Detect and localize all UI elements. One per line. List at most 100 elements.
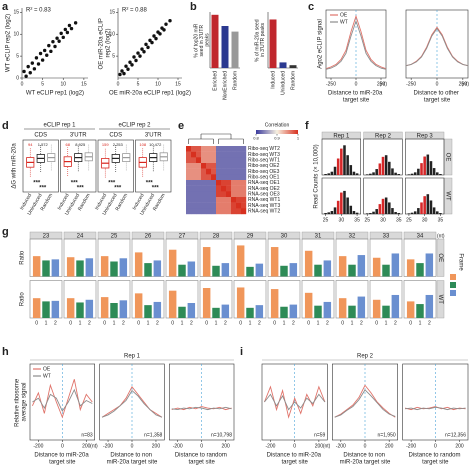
bar bbox=[110, 303, 118, 318]
facet-title: 3'UTR bbox=[145, 133, 162, 139]
x-tick-label: 1 bbox=[317, 320, 320, 326]
bar bbox=[85, 299, 94, 318]
heat-cell bbox=[226, 180, 232, 186]
bar bbox=[110, 261, 118, 277]
heat-cell bbox=[211, 208, 217, 215]
histogram-bar bbox=[372, 172, 375, 175]
bar bbox=[221, 263, 230, 277]
x-tick-label: NonEnriched bbox=[222, 71, 228, 100]
x-tick-label: 250 bbox=[459, 81, 468, 87]
bar bbox=[323, 260, 332, 277]
x-tick-label: 15 bbox=[81, 81, 87, 87]
point bbox=[140, 47, 144, 51]
x-tick-label: 0 bbox=[409, 320, 412, 326]
heat-cell bbox=[196, 208, 202, 215]
legend-label: OE bbox=[43, 366, 51, 372]
histogram-bar bbox=[333, 166, 337, 175]
bar bbox=[212, 265, 220, 277]
heat-cell bbox=[206, 185, 212, 192]
y-axis-label: Read Counts (× 10,000) bbox=[314, 144, 320, 208]
histogram-bar bbox=[429, 200, 433, 214]
x-tick-label: 1 bbox=[181, 320, 184, 326]
histogram-bar bbox=[426, 194, 430, 214]
heat-cell bbox=[206, 157, 212, 164]
heat-cell bbox=[201, 185, 207, 192]
heat-cell bbox=[241, 191, 247, 198]
heat-cell bbox=[191, 151, 197, 158]
histogram-bar bbox=[413, 211, 417, 214]
bar bbox=[338, 256, 347, 277]
heat-cell bbox=[196, 163, 202, 169]
bar bbox=[66, 298, 75, 318]
facet-title: 27 bbox=[179, 234, 186, 240]
count-label: 2,253 bbox=[113, 142, 124, 147]
heat-cell bbox=[241, 180, 247, 186]
series-line bbox=[325, 14, 387, 70]
row-label: Ribo-seq OE1 bbox=[248, 174, 280, 180]
x-tick-label: 25 bbox=[364, 217, 370, 223]
heat-cell bbox=[206, 208, 212, 215]
heat-cell bbox=[196, 180, 202, 186]
heat-cell bbox=[221, 146, 227, 152]
point bbox=[152, 34, 156, 38]
heat-cell bbox=[241, 151, 247, 158]
heat-cell bbox=[216, 180, 222, 186]
x-tick-label: 0 bbox=[273, 320, 276, 326]
x-tick-label: 0 bbox=[239, 320, 242, 326]
y-axis-label: WT eCLIP rep2 (log2) bbox=[6, 14, 12, 72]
heat-cell bbox=[186, 168, 192, 175]
heat-cell bbox=[236, 191, 242, 198]
panel-label: i bbox=[240, 346, 243, 358]
heat-cell bbox=[236, 146, 242, 152]
x-tick-label: 2 bbox=[190, 320, 193, 326]
bar bbox=[153, 301, 162, 318]
bar bbox=[76, 260, 84, 277]
histogram-bar bbox=[327, 173, 331, 175]
histogram-bar bbox=[372, 211, 375, 214]
histogram-bar bbox=[384, 155, 388, 175]
point bbox=[49, 49, 53, 54]
heat-cell bbox=[231, 174, 237, 181]
significance: *** bbox=[39, 186, 47, 192]
point bbox=[122, 71, 126, 76]
x-tick-label: 0 bbox=[21, 81, 24, 87]
bar bbox=[212, 307, 220, 318]
heat-cell bbox=[206, 163, 212, 169]
heat-cell bbox=[216, 168, 222, 175]
point bbox=[168, 18, 172, 23]
facet-frame bbox=[60, 139, 97, 193]
histogram-bar bbox=[327, 212, 331, 214]
x-tick-label: 5 bbox=[137, 81, 140, 87]
histogram-bar bbox=[349, 165, 353, 175]
count-label: 94 bbox=[28, 142, 33, 147]
bar bbox=[211, 14, 219, 69]
heat-cell bbox=[186, 202, 192, 209]
heat-cell bbox=[226, 197, 232, 203]
bar bbox=[289, 65, 297, 68]
histogram-bar bbox=[417, 208, 420, 214]
y-tick-label: 10 bbox=[13, 32, 19, 38]
x-tick-label: -200 bbox=[173, 443, 183, 449]
point bbox=[146, 45, 150, 50]
x-tick-label: Enriched bbox=[212, 71, 218, 91]
x-tick-label: 0 bbox=[117, 81, 120, 87]
heat-cell bbox=[211, 163, 217, 169]
x-axis-label: Distance to miR-20a target site bbox=[328, 90, 384, 103]
heat-cell bbox=[196, 191, 202, 198]
x-axis-label: Distance to random target site bbox=[175, 452, 229, 465]
colorbar-tick-label: 0.8 bbox=[253, 136, 259, 141]
row-label: Ribo-seq WT2 bbox=[248, 146, 280, 152]
row-label: Ribo-seq WT3 bbox=[248, 152, 280, 158]
bar bbox=[314, 264, 322, 277]
point bbox=[134, 58, 138, 63]
n-label: n=1,358 bbox=[144, 432, 162, 438]
y-tick-label: 15 bbox=[13, 10, 19, 16]
row-label: RNA-seq OE1 bbox=[248, 180, 280, 186]
histogram-bar bbox=[346, 197, 349, 214]
heat-cell bbox=[216, 146, 222, 152]
y-tick-label: 0 bbox=[16, 75, 19, 81]
x-tick-label: 2 bbox=[326, 320, 329, 326]
bar bbox=[76, 302, 84, 318]
facet-title: Rep 2 bbox=[375, 134, 392, 140]
significance: *** bbox=[108, 181, 116, 187]
